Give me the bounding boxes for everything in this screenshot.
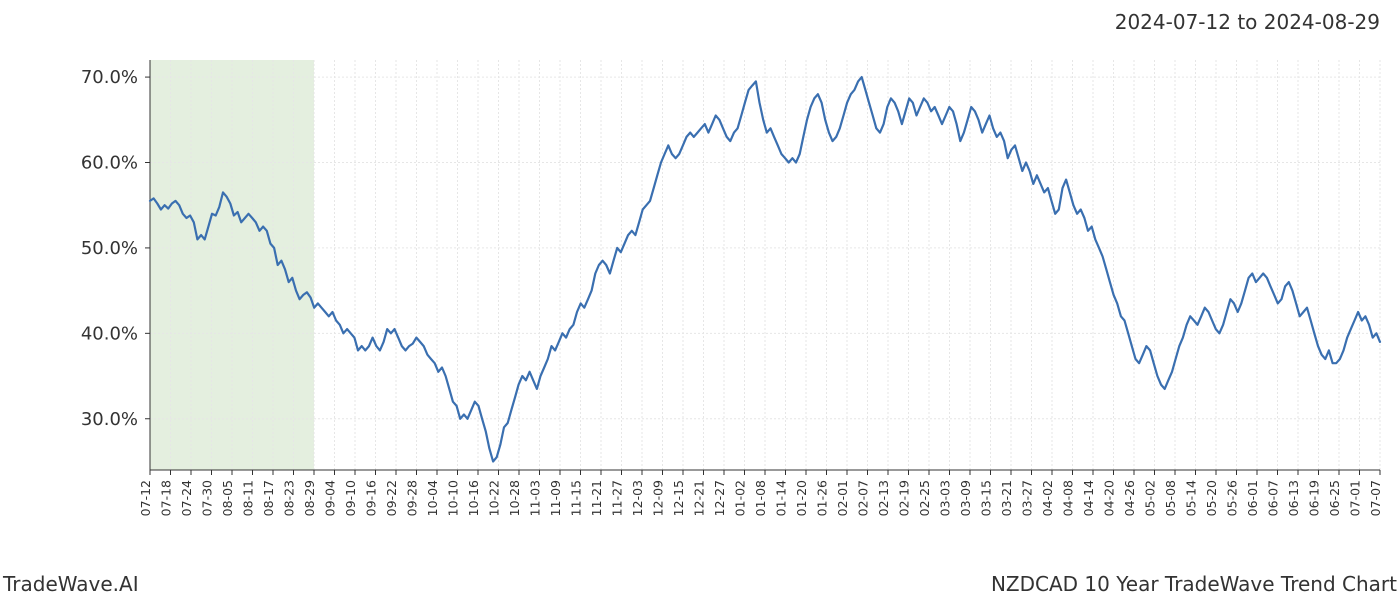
svg-text:09-22: 09-22 — [384, 480, 399, 516]
svg-text:04-08: 04-08 — [1061, 480, 1076, 516]
svg-text:07-07: 07-07 — [1368, 480, 1383, 516]
svg-text:03-03: 03-03 — [938, 480, 953, 516]
svg-text:10-22: 10-22 — [487, 480, 502, 516]
svg-text:06-01: 06-01 — [1245, 480, 1260, 516]
svg-text:07-12: 07-12 — [138, 480, 153, 516]
svg-text:07-18: 07-18 — [159, 480, 174, 516]
svg-text:10-16: 10-16 — [466, 480, 481, 516]
svg-text:08-05: 08-05 — [220, 480, 235, 516]
trend-chart: 30.0% 40.0% 50.0% 60.0% 70.0% 07-12 07-18 07-24… — [0, 40, 1400, 560]
svg-text:05-08: 05-08 — [1163, 480, 1178, 516]
brand-label: TradeWave.AI — [3, 572, 139, 596]
svg-text:05-20: 05-20 — [1204, 480, 1219, 516]
svg-text:11-09: 11-09 — [548, 480, 563, 516]
svg-text:08-29: 08-29 — [302, 480, 317, 516]
svg-text:04-02: 04-02 — [1040, 480, 1055, 516]
svg-text:04-20: 04-20 — [1102, 480, 1117, 516]
svg-text:50.0%: 50.0% — [81, 238, 138, 259]
svg-text:03-09: 03-09 — [958, 480, 973, 516]
svg-text:12-15: 12-15 — [671, 480, 686, 516]
svg-text:03-21: 03-21 — [999, 480, 1014, 516]
svg-text:03-27: 03-27 — [1020, 480, 1035, 516]
svg-text:01-14: 01-14 — [774, 480, 789, 516]
svg-text:11-21: 11-21 — [589, 480, 604, 516]
svg-text:11-15: 11-15 — [569, 480, 584, 516]
chart-container: 2024-07-12 to 2024-08-29 30.0% 40.0% 50.0%… — [0, 0, 1400, 600]
svg-text:07-24: 07-24 — [179, 480, 194, 516]
svg-text:02-19: 02-19 — [897, 480, 912, 516]
svg-text:02-01: 02-01 — [835, 480, 850, 516]
svg-text:04-26: 04-26 — [1122, 480, 1137, 516]
svg-text:12-09: 12-09 — [651, 480, 666, 516]
svg-text:01-20: 01-20 — [794, 480, 809, 516]
svg-text:07-01: 07-01 — [1348, 480, 1363, 516]
svg-text:12-03: 12-03 — [630, 480, 645, 516]
svg-text:12-27: 12-27 — [712, 480, 727, 516]
svg-text:09-28: 09-28 — [405, 480, 420, 516]
svg-text:12-21: 12-21 — [692, 480, 707, 516]
svg-text:60.0%: 60.0% — [81, 153, 138, 174]
svg-text:05-02: 05-02 — [1143, 480, 1158, 516]
svg-text:08-17: 08-17 — [261, 480, 276, 516]
chart-title: NZDCAD 10 Year TradeWave Trend Chart — [991, 572, 1397, 596]
svg-text:11-03: 11-03 — [528, 480, 543, 516]
svg-text:40.0%: 40.0% — [81, 323, 138, 344]
svg-text:01-26: 01-26 — [815, 480, 830, 516]
svg-text:01-08: 01-08 — [753, 480, 768, 516]
svg-text:03-15: 03-15 — [979, 480, 994, 516]
svg-text:05-26: 05-26 — [1225, 480, 1240, 516]
svg-text:02-25: 02-25 — [917, 480, 932, 516]
svg-text:06-19: 06-19 — [1307, 480, 1322, 516]
svg-text:06-13: 06-13 — [1286, 480, 1301, 516]
svg-text:01-02: 01-02 — [733, 480, 748, 516]
svg-text:08-23: 08-23 — [282, 480, 297, 516]
svg-text:06-25: 06-25 — [1327, 480, 1342, 516]
svg-text:30.0%: 30.0% — [81, 409, 138, 430]
svg-text:10-28: 10-28 — [507, 480, 522, 516]
svg-text:10-04: 10-04 — [425, 480, 440, 516]
svg-text:05-14: 05-14 — [1184, 480, 1199, 516]
svg-text:07-30: 07-30 — [200, 480, 215, 516]
svg-text:70.0%: 70.0% — [81, 67, 138, 88]
svg-text:06-07: 06-07 — [1266, 480, 1281, 516]
svg-text:08-11: 08-11 — [241, 480, 256, 516]
svg-text:02-07: 02-07 — [856, 480, 871, 516]
svg-text:09-10: 09-10 — [343, 480, 358, 516]
svg-text:02-13: 02-13 — [876, 480, 891, 516]
svg-text:11-27: 11-27 — [610, 480, 625, 516]
date-range-label: 2024-07-12 to 2024-08-29 — [1115, 10, 1380, 34]
svg-text:09-16: 09-16 — [364, 480, 379, 516]
svg-text:04-14: 04-14 — [1081, 480, 1096, 516]
svg-text:09-04: 09-04 — [323, 480, 338, 516]
svg-text:10-10: 10-10 — [446, 480, 461, 516]
